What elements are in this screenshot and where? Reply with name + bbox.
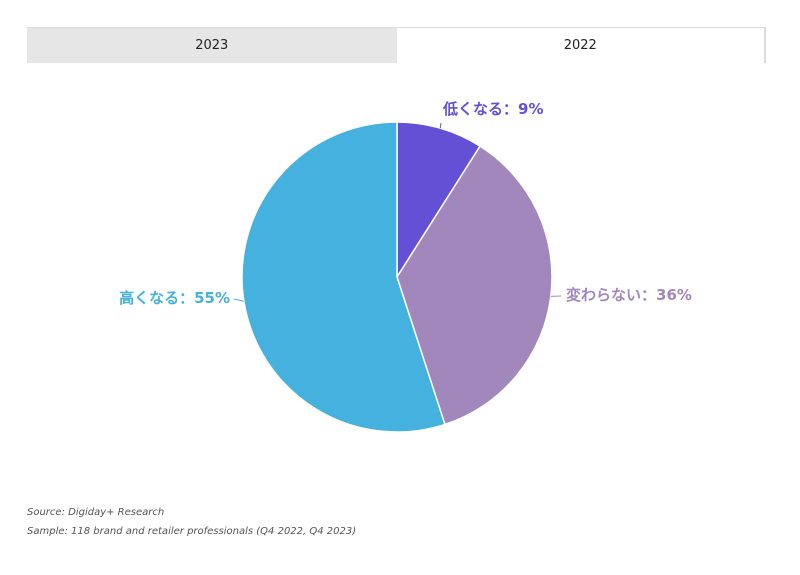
year-tabs: 2023 2022 — [27, 27, 766, 63]
leader-line-2 — [233, 298, 245, 302]
sample-note: Sample: 118 brand and retailer professio… — [27, 526, 357, 537]
tab-2023[interactable]: 2023 — [27, 27, 397, 63]
pie-slice-2 — [241, 121, 446, 433]
slice-label-1: 変わらない：36% — [566, 286, 692, 304]
slice-label-2: 高くなる：55% — [119, 289, 230, 307]
slice-label-0: 低くなる：9% — [442, 100, 543, 118]
tab-2022[interactable]: 2022 — [396, 27, 766, 63]
source-note: Source: Digiday+ Research — [27, 507, 165, 518]
pie-slice-0 — [396, 121, 482, 280]
leader-line-0 — [439, 122, 442, 129]
chart-footer: Source: Digiday+ Research Sample: 118 br… — [27, 503, 356, 541]
